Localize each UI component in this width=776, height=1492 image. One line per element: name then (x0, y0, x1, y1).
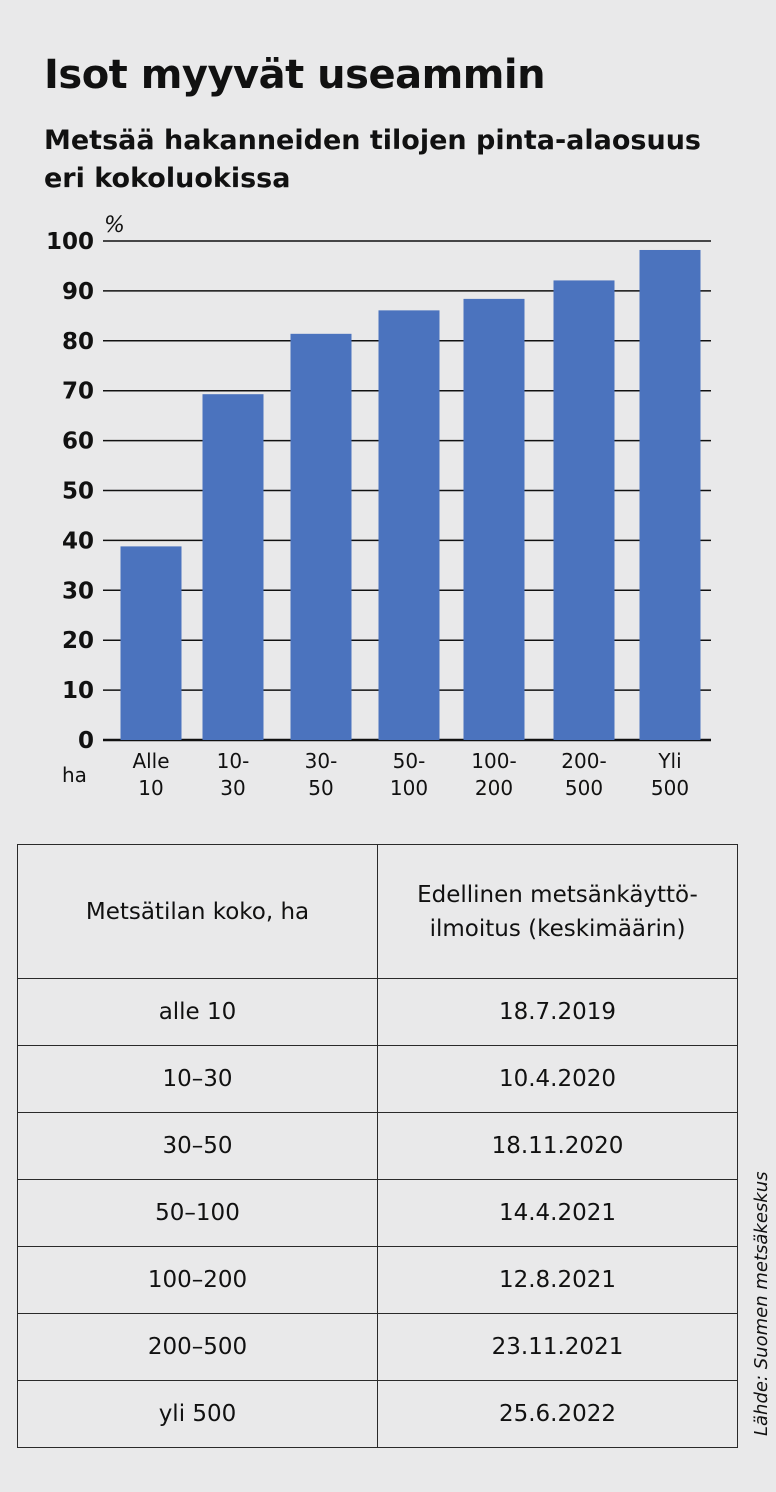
cell-size-class: 30–50 (17, 1112, 378, 1180)
y-tick-label: 30 (62, 578, 94, 604)
table-header-row: Metsätilan koko, ha Edellinen metsänkäyt… (17, 844, 738, 979)
y-tick-label: 40 (62, 528, 94, 554)
bar (553, 280, 615, 740)
cell-date: 23.11.2021 (377, 1313, 738, 1381)
table-row: 30–50 18.11.2020 (17, 1112, 738, 1180)
x-tick-label: 100 (390, 776, 428, 800)
x-tick-label: 30 (220, 776, 245, 800)
table-row: alle 10 18.7.2019 (17, 978, 738, 1046)
y-tick-label: 60 (62, 429, 94, 455)
axis-labels: 0 10 20 30 40 50 60 70 80 90 100% ha Alle 10 10- 30 30- 5… (46, 213, 689, 800)
y-tick-label: 50 (62, 479, 94, 505)
bar (290, 333, 352, 740)
column-header-size: Metsätilan koko, ha (17, 844, 378, 979)
x-tick-label: 500 (565, 776, 603, 800)
x-tick-label: 500 (651, 776, 689, 800)
cell-size-class: yli 500 (17, 1380, 378, 1448)
cell-date: 18.11.2020 (377, 1112, 738, 1180)
table-row: 50–100 14.4.2021 (17, 1179, 738, 1247)
bar (463, 298, 525, 740)
bar (378, 310, 440, 740)
cell-size-class: alle 10 (17, 978, 378, 1046)
cell-size-class: 100–200 (17, 1246, 378, 1314)
cell-date: 25.6.2022 (377, 1380, 738, 1448)
column-header-date: Edellinen metsänkäyttö- ilmoitus (keskim… (377, 844, 738, 979)
x-tick-label: Yli (657, 749, 681, 773)
cell-date: 12.8.2021 (377, 1246, 738, 1314)
x-tick-label: 10- (217, 749, 250, 773)
source-note: Lähde: Suomen metsäkeskus (751, 1171, 772, 1437)
y-tick-label: 80 (62, 329, 94, 355)
chart-subtitle: Metsää hakanneiden tilojen pinta-alaosuu… (44, 125, 702, 194)
y-tick-label: 100 (46, 229, 94, 255)
table-row: yli 500 25.6.2022 (17, 1380, 738, 1448)
y-tick-label: 90 (62, 279, 94, 305)
x-tick-label: 50- (393, 749, 426, 773)
bar (202, 394, 264, 740)
column-header-date-text: Edellinen metsänkäyttö- ilmoitus (keskim… (417, 881, 698, 942)
x-tick-label: 200- (561, 749, 606, 773)
x-tick-label: 100- (471, 749, 516, 773)
bar (120, 546, 182, 740)
bar (639, 249, 701, 740)
table-row: 200–500 23.11.2021 (17, 1313, 738, 1381)
cell-size-class: 10–30 (17, 1045, 378, 1113)
table-row: 100–200 12.8.2021 (17, 1246, 738, 1314)
cell-date: 18.7.2019 (377, 978, 738, 1046)
chart-title: Isot myyvät useammin (44, 52, 546, 98)
y-axis-unit-label: % (104, 213, 125, 238)
table-row: 10–30 10.4.2020 (17, 1045, 738, 1113)
bars (120, 249, 701, 740)
cell-size-class: 200–500 (17, 1313, 378, 1381)
cell-size-class: 50–100 (17, 1179, 378, 1247)
y-tick-label: 70 (62, 379, 94, 405)
y-tick-label: 10 (62, 678, 94, 704)
y-tick-label: 20 (62, 628, 94, 654)
x-tick-label: 30- (305, 749, 338, 773)
x-tick-label: 200 (475, 776, 513, 800)
x-axis-unit-label: ha (62, 763, 87, 787)
x-tick-label: 10 (138, 776, 163, 800)
cell-date: 14.4.2021 (377, 1179, 738, 1247)
bar-chart: 0 10 20 30 40 50 60 70 80 90 100% ha Alle 10 10- 30 30- 5… (46, 213, 711, 800)
cell-date: 10.4.2020 (377, 1045, 738, 1113)
x-tick-label: Alle (132, 749, 169, 773)
y-tick-label: 0 (78, 728, 94, 754)
x-tick-label: 50 (308, 776, 333, 800)
submission-date-table: Metsätilan koko, ha Edellinen metsänkäyt… (17, 844, 738, 1448)
